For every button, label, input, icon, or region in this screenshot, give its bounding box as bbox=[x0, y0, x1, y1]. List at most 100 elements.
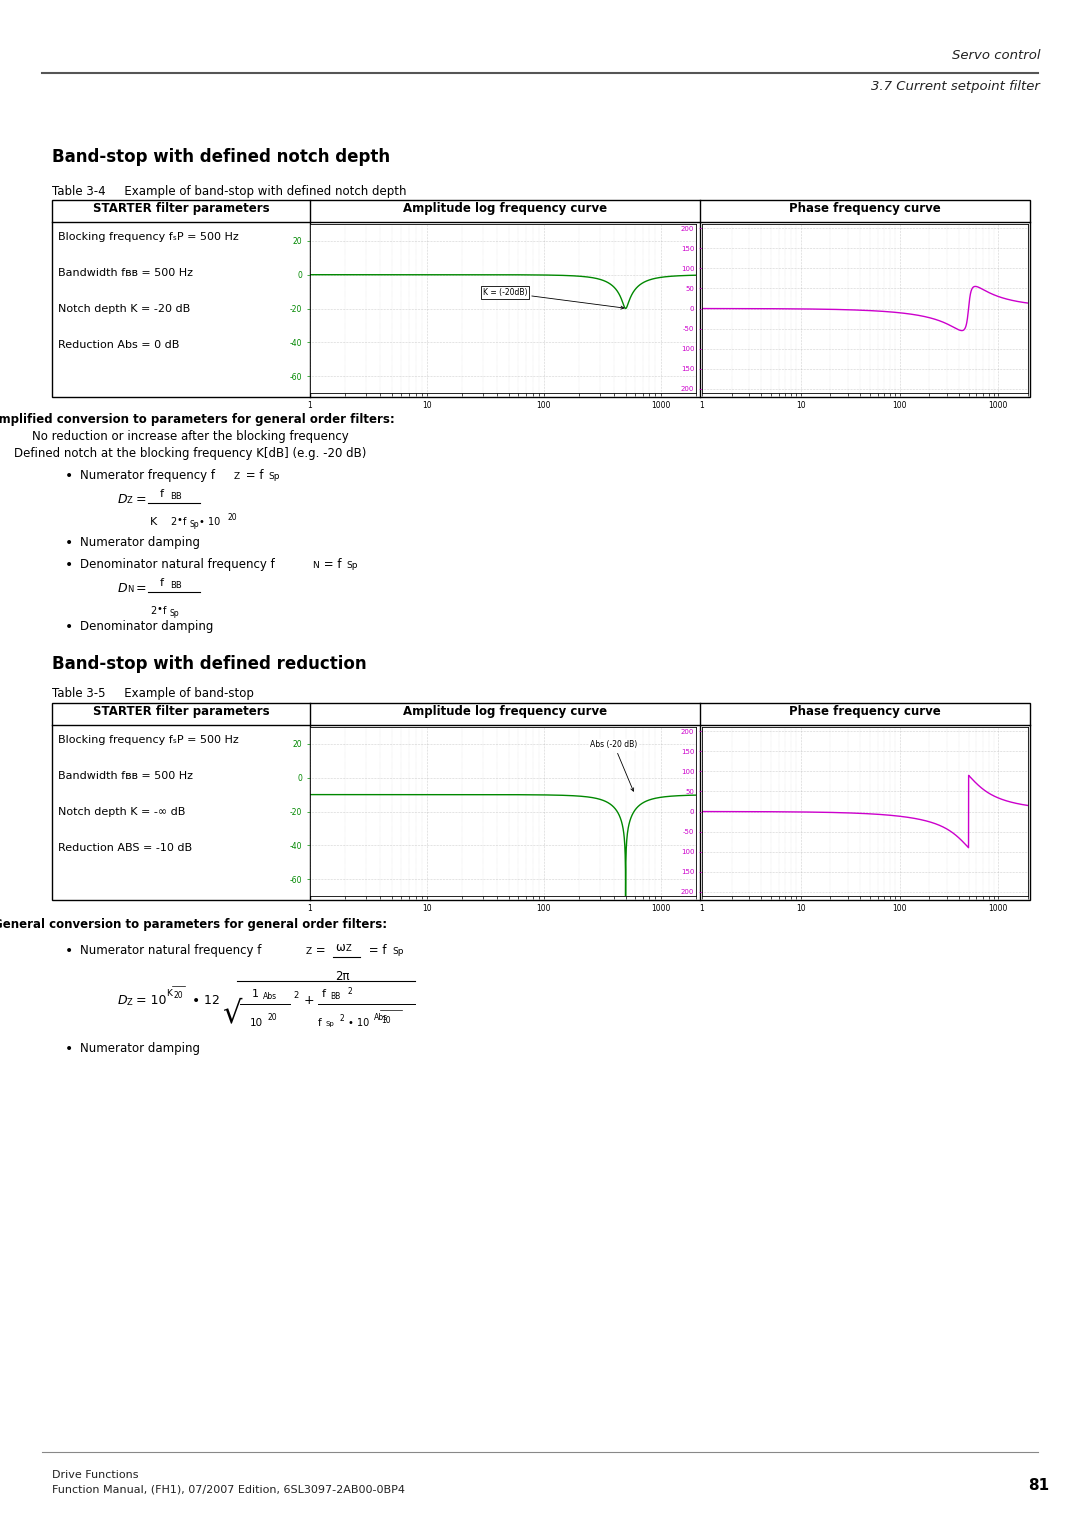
Text: •: • bbox=[65, 944, 73, 957]
Text: Sp: Sp bbox=[189, 521, 199, 528]
Text: Abs: Abs bbox=[264, 993, 278, 1002]
Text: 2: 2 bbox=[211, 994, 219, 1006]
Text: Sp: Sp bbox=[168, 609, 178, 618]
Text: Sp: Sp bbox=[346, 560, 357, 570]
Text: Z: Z bbox=[346, 944, 352, 953]
Text: D: D bbox=[118, 493, 127, 505]
Text: Numerator damping: Numerator damping bbox=[80, 536, 200, 550]
Text: 81: 81 bbox=[1028, 1478, 1049, 1493]
Text: Table 3-4     Example of band-stop with defined notch depth: Table 3-4 Example of band-stop with defi… bbox=[52, 185, 406, 199]
Text: Blocking frequency fₛP = 500 Hz: Blocking frequency fₛP = 500 Hz bbox=[58, 734, 239, 745]
Text: Table 3-5     Example of band-stop: Table 3-5 Example of band-stop bbox=[52, 687, 254, 699]
Text: 2: 2 bbox=[340, 1014, 345, 1023]
Text: f: f bbox=[318, 1019, 322, 1028]
Text: 3.7 Current setpoint filter: 3.7 Current setpoint filter bbox=[872, 79, 1040, 93]
Text: Reduction Abs = 0 dB: Reduction Abs = 0 dB bbox=[58, 341, 179, 350]
Text: f: f bbox=[160, 489, 164, 499]
Text: 2: 2 bbox=[348, 986, 353, 996]
Text: Z: Z bbox=[306, 947, 312, 956]
Text: Defined notch at the blocking frequency K[dB] (e.g. -20 dB): Defined notch at the blocking frequency … bbox=[14, 447, 366, 460]
Text: Abs: Abs bbox=[374, 1012, 388, 1022]
Text: D: D bbox=[118, 582, 127, 596]
Text: ω: ω bbox=[335, 941, 345, 954]
Text: D: D bbox=[118, 994, 127, 1006]
Text: •: • bbox=[157, 605, 163, 614]
Text: Amplitude log frequency curve: Amplitude log frequency curve bbox=[403, 705, 607, 718]
Text: Sp: Sp bbox=[268, 472, 280, 481]
Text: STARTER filter parameters: STARTER filter parameters bbox=[93, 705, 269, 718]
Text: •: • bbox=[177, 515, 183, 525]
Text: Phase frequency curve: Phase frequency curve bbox=[789, 705, 941, 718]
Text: f: f bbox=[322, 989, 326, 999]
Text: Amplitude log frequency curve: Amplitude log frequency curve bbox=[403, 202, 607, 215]
Text: Notch depth K = -20 dB: Notch depth K = -20 dB bbox=[58, 304, 190, 315]
Text: 20: 20 bbox=[228, 513, 238, 522]
Text: f: f bbox=[160, 579, 164, 588]
Text: Reduction ABS = -10 dB: Reduction ABS = -10 dB bbox=[58, 843, 192, 854]
Text: K = (-20dB): K = (-20dB) bbox=[483, 289, 624, 308]
Text: 2: 2 bbox=[170, 518, 176, 527]
Text: = f: = f bbox=[320, 557, 341, 571]
Text: N: N bbox=[127, 585, 133, 594]
Text: Notch depth K = -∞ dB: Notch depth K = -∞ dB bbox=[58, 806, 186, 817]
Text: Bandwidth fʙʙ = 500 Hz: Bandwidth fʙʙ = 500 Hz bbox=[58, 269, 193, 278]
Text: Sp: Sp bbox=[326, 1022, 335, 1028]
Text: BB: BB bbox=[330, 993, 340, 1002]
Text: +: + bbox=[303, 994, 314, 1006]
Text: 2: 2 bbox=[150, 606, 157, 615]
Text: Servo control: Servo control bbox=[951, 49, 1040, 63]
Text: •: • bbox=[192, 994, 200, 1008]
Text: √: √ bbox=[222, 999, 241, 1028]
Text: 1: 1 bbox=[204, 994, 212, 1006]
Text: 10: 10 bbox=[249, 1019, 264, 1028]
Text: Denominator damping: Denominator damping bbox=[80, 620, 214, 634]
Text: f: f bbox=[183, 518, 187, 527]
Text: 1: 1 bbox=[252, 989, 258, 999]
Text: Function Manual, (FH1), 07/2007 Edition, 6SL3097-2AB00-0BP4: Function Manual, (FH1), 07/2007 Edition,… bbox=[52, 1484, 405, 1495]
Text: Phase frequency curve: Phase frequency curve bbox=[789, 202, 941, 215]
Text: •: • bbox=[65, 536, 73, 550]
Text: •: • bbox=[65, 557, 73, 573]
Text: BB: BB bbox=[170, 492, 181, 501]
Text: Abs (-20 dB): Abs (-20 dB) bbox=[591, 741, 637, 791]
Text: K: K bbox=[166, 989, 172, 999]
Text: Numerator natural frequency f: Numerator natural frequency f bbox=[80, 944, 261, 957]
Text: Band-stop with defined notch depth: Band-stop with defined notch depth bbox=[52, 148, 390, 166]
Text: = 10: = 10 bbox=[136, 994, 166, 1006]
Text: No reduction or increase after the blocking frequency: No reduction or increase after the block… bbox=[31, 431, 349, 443]
Text: Z: Z bbox=[127, 496, 133, 505]
Text: Blocking frequency fₛP = 500 Hz: Blocking frequency fₛP = 500 Hz bbox=[58, 232, 239, 241]
Text: = f: = f bbox=[365, 944, 387, 957]
Text: 2: 2 bbox=[293, 991, 298, 1000]
Text: Band-stop with defined reduction: Band-stop with defined reduction bbox=[52, 655, 366, 673]
Text: 10: 10 bbox=[381, 1015, 391, 1025]
Text: • 10: • 10 bbox=[348, 1019, 369, 1028]
Text: Z: Z bbox=[127, 999, 133, 1006]
Text: N: N bbox=[312, 560, 319, 570]
Text: =: = bbox=[312, 944, 326, 957]
Text: Simplified conversion to parameters for general order filters:: Simplified conversion to parameters for … bbox=[0, 412, 394, 426]
Text: •: • bbox=[65, 620, 73, 634]
Text: = f: = f bbox=[242, 469, 264, 483]
Text: Z: Z bbox=[234, 472, 240, 481]
Text: 20: 20 bbox=[173, 991, 183, 1000]
Bar bbox=[52, 200, 1030, 397]
Bar bbox=[52, 702, 1030, 899]
Text: Drive Functions: Drive Functions bbox=[52, 1471, 138, 1480]
Text: General conversion to parameters for general order filters:: General conversion to parameters for gen… bbox=[0, 918, 387, 931]
Text: Bandwidth fʙʙ = 500 Hz: Bandwidth fʙʙ = 500 Hz bbox=[58, 771, 193, 780]
Text: BB: BB bbox=[170, 580, 181, 589]
Text: •: • bbox=[65, 1041, 73, 1057]
Text: =: = bbox=[136, 582, 147, 596]
Text: • 10: • 10 bbox=[199, 518, 220, 527]
Text: Numerator frequency f: Numerator frequency f bbox=[80, 469, 215, 483]
Text: =: = bbox=[136, 493, 147, 505]
Text: Denominator natural frequency f: Denominator natural frequency f bbox=[80, 557, 274, 571]
Text: 20: 20 bbox=[268, 1012, 278, 1022]
Text: Numerator damping: Numerator damping bbox=[80, 1041, 200, 1055]
Text: •: • bbox=[65, 469, 73, 483]
Text: f: f bbox=[163, 606, 166, 615]
Text: STARTER filter parameters: STARTER filter parameters bbox=[93, 202, 269, 215]
Text: Sp: Sp bbox=[392, 947, 404, 956]
Text: 2π: 2π bbox=[335, 970, 350, 983]
